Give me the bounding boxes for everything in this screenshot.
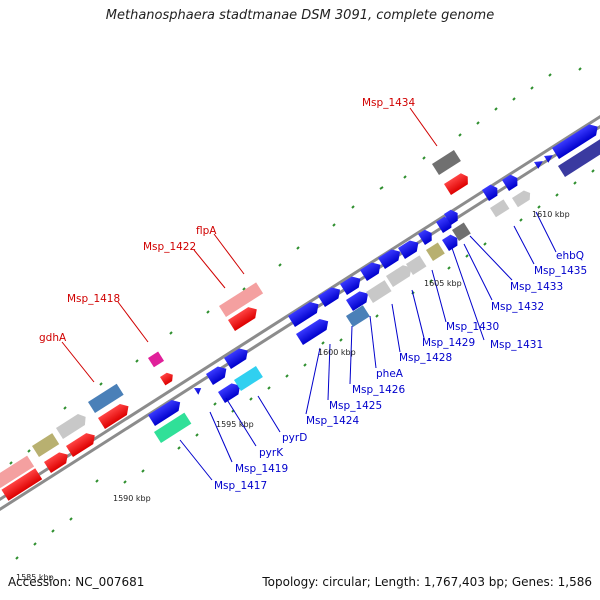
gene-label-pyrd: pyrD <box>282 432 307 444</box>
leader-lines-top <box>61 107 438 383</box>
scale-label-1595: 1595 kbp <box>216 420 254 429</box>
gene-label-msp-1425: Msp_1425 <box>329 400 382 412</box>
gene-label-pyrk: pyrK <box>259 447 284 459</box>
scale-label-1605: 1605 kbp <box>424 279 462 288</box>
gene-label-msp-1434: Msp_1434 <box>362 97 415 109</box>
scale-label-1590: 1590 kbp <box>113 494 151 503</box>
gene-labels-bottom: Msp_1417 Msp_1419 pyrK pyrD Msp_1424 Msp… <box>214 250 587 492</box>
scale-label-1585: 1585 kbp <box>16 573 54 582</box>
gene-label-msp-1419: Msp_1419 <box>235 463 288 475</box>
gene-label-gdha: gdhA <box>39 332 67 344</box>
gene-label-msp-1431: Msp_1431 <box>490 339 543 351</box>
gene-label-msp-1426: Msp_1426 <box>352 384 405 396</box>
gene-label-msp-1432: Msp_1432 <box>491 301 544 313</box>
gene-label-msp-1417: Msp_1417 <box>214 480 267 492</box>
scale-labels: 1585 kbp 1590 kbp 1595 kbp 1600 kbp 1605… <box>16 210 570 582</box>
gene-label-msp-1435: Msp_1435 <box>534 265 587 277</box>
gene-label-msp-1418: Msp_1418 <box>67 293 120 305</box>
genes-reverse[interactable] <box>148 121 600 443</box>
gene-label-msp-1433: Msp_1433 <box>510 281 563 293</box>
scale-label-1600: 1600 kbp <box>318 348 356 357</box>
gene-label-msp-1424: Msp_1424 <box>306 415 359 427</box>
gene-label-msp-1429: Msp_1429 <box>422 337 475 349</box>
gene-label-ehbq: ehbQ <box>556 250 584 262</box>
gene-label-flpa: flpA <box>196 225 217 237</box>
gene-labels-top: gdhA Msp_1418 Msp_1422 flpA Msp_1434 <box>39 97 415 344</box>
genes-forward[interactable] <box>0 150 471 501</box>
scale-label-1610: 1610 kbp <box>532 210 570 219</box>
tick-marks-inner <box>15 169 595 560</box>
genome-summary: Topology: circular; Length: 1,767,403 bp… <box>262 575 592 589</box>
gene-label-msp-1422: Msp_1422 <box>143 241 196 253</box>
gene-label-msp-1430: Msp_1430 <box>446 321 499 333</box>
leader-lines-bottom <box>179 211 557 481</box>
map-title: Methanosphaera stadtmanae DSM 3091, comp… <box>105 8 495 23</box>
gene-label-phea: pheA <box>376 368 404 380</box>
gene-label-msp-1428: Msp_1428 <box>399 352 452 364</box>
tick-marks <box>9 67 582 465</box>
accession-label: Accession: NC_007681 <box>8 575 145 589</box>
